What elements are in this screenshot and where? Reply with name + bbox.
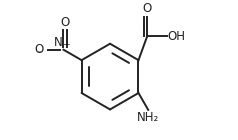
Text: N: N [54, 36, 63, 49]
Text: +: + [62, 39, 70, 49]
Text: ⁻: ⁻ [37, 49, 41, 58]
Text: O: O [60, 16, 70, 29]
Text: O: O [143, 2, 152, 15]
Text: OH: OH [167, 30, 185, 43]
Text: O: O [34, 43, 43, 56]
Text: NH₂: NH₂ [137, 111, 159, 124]
